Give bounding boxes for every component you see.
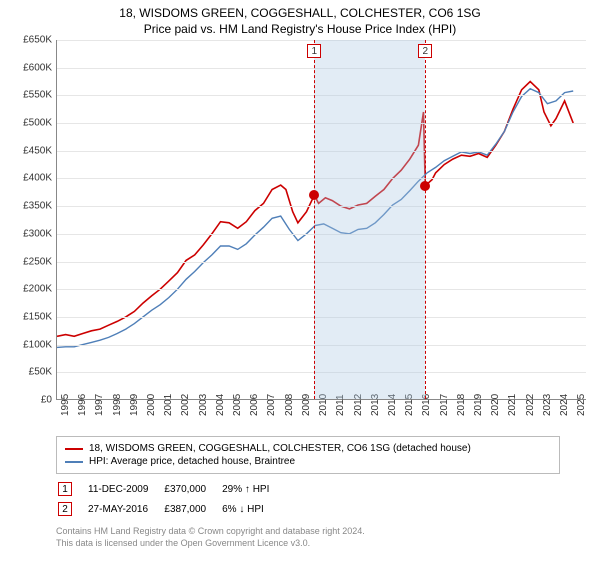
event-delta: 6% ↓ HPI (222, 500, 283, 518)
x-tick-label: 2024 (559, 394, 570, 416)
y-tick-label: £250K (23, 256, 52, 267)
legend-item: 18, WISDOMS GREEN, COGGESHALL, COLCHESTE… (65, 443, 551, 454)
x-tick-label: 2002 (180, 394, 191, 416)
x-tick-label: 2008 (284, 394, 295, 416)
chart-subtitle: Price paid vs. HM Land Registry's House … (0, 22, 600, 36)
y-tick-label: £450K (23, 145, 52, 156)
y-axis: £0£50K£100K£150K£200K£250K£300K£350K£400… (10, 40, 56, 400)
event-row: 2 27-MAY-2016 £387,000 6% ↓ HPI (58, 500, 283, 518)
x-tick-label: 2023 (542, 394, 553, 416)
chart-title: 18, WISDOMS GREEN, COGGESHALL, COLCHESTE… (0, 6, 600, 20)
legend-swatch (65, 448, 83, 450)
x-tick-label: 2018 (456, 394, 467, 416)
y-tick-label: £200K (23, 284, 52, 295)
x-tick-label: 1998 (112, 394, 123, 416)
x-tick-label: 2003 (198, 394, 209, 416)
event-date: 11-DEC-2009 (88, 480, 162, 498)
x-tick-label: 2005 (232, 394, 243, 416)
footer-line: Contains HM Land Registry data © Crown c… (56, 526, 560, 538)
x-tick-label: 2017 (439, 394, 450, 416)
marker-line (314, 40, 315, 399)
x-tick-label: 2021 (507, 394, 518, 416)
x-tick-label: 2007 (266, 394, 277, 416)
y-tick-label: £400K (23, 173, 52, 184)
marker-box-icon: 2 (418, 44, 432, 58)
y-tick-label: £550K (23, 90, 52, 101)
x-tick-label: 2019 (473, 394, 484, 416)
y-tick-label: £100K (23, 339, 52, 350)
event-marker-icon: 1 (58, 482, 72, 496)
y-tick-label: £650K (23, 35, 52, 46)
x-tick-label: 2000 (146, 394, 157, 416)
legend-box: 18, WISDOMS GREEN, COGGESHALL, COLCHESTE… (56, 436, 560, 474)
event-price: £370,000 (164, 480, 220, 498)
footer-attribution: Contains HM Land Registry data © Crown c… (56, 526, 560, 549)
y-tick-label: £0 (41, 395, 52, 406)
x-tick-label: 2006 (249, 394, 260, 416)
x-tick-label: 2004 (215, 394, 226, 416)
x-tick-label: 2001 (163, 394, 174, 416)
x-tick-label: 2022 (525, 394, 536, 416)
x-tick-label: 2009 (301, 394, 312, 416)
legend-item: HPI: Average price, detached house, Brai… (65, 456, 551, 467)
y-tick-label: £350K (23, 201, 52, 212)
event-marker-icon: 2 (58, 502, 72, 516)
event-row: 1 11-DEC-2009 £370,000 29% ↑ HPI (58, 480, 283, 498)
marker-box-icon: 1 (307, 44, 321, 58)
x-tick-label: 2025 (576, 394, 587, 416)
legend-swatch (65, 461, 83, 463)
event-dot-icon (420, 181, 430, 191)
event-delta: 29% ↑ HPI (222, 480, 283, 498)
chart-area: £0 £50K £100K £150K £200K £250K £300K £350K £400… (10, 40, 590, 430)
event-date: 27-MAY-2016 (88, 500, 162, 518)
y-tick-label: £50K (29, 367, 52, 378)
event-dot-icon (309, 190, 319, 200)
y-tick-label: £500K (23, 118, 52, 129)
y-tick-label: £600K (23, 62, 52, 73)
x-tick-label: 1997 (94, 394, 105, 416)
y-tick-label: £300K (23, 228, 52, 239)
x-tick-label: 1996 (77, 394, 88, 416)
x-tick-label: 2020 (490, 394, 501, 416)
shade-region (314, 40, 425, 399)
events-table: 1 11-DEC-2009 £370,000 29% ↑ HPI 2 27-MA… (56, 478, 285, 520)
x-tick-label: 1995 (60, 394, 71, 416)
x-tick-label: 1999 (129, 394, 140, 416)
footer-line: This data is licensed under the Open Gov… (56, 538, 560, 550)
legend-label: HPI: Average price, detached house, Brai… (89, 456, 295, 467)
chart-container: 18, WISDOMS GREEN, COGGESHALL, COLCHESTE… (0, 6, 600, 566)
marker-line (425, 40, 426, 399)
event-price: £387,000 (164, 500, 220, 518)
y-tick-label: £150K (23, 311, 52, 322)
plot-area: 1995199619971998199920002001200220032004… (56, 40, 586, 400)
legend-label: 18, WISDOMS GREEN, COGGESHALL, COLCHESTE… (89, 443, 471, 454)
